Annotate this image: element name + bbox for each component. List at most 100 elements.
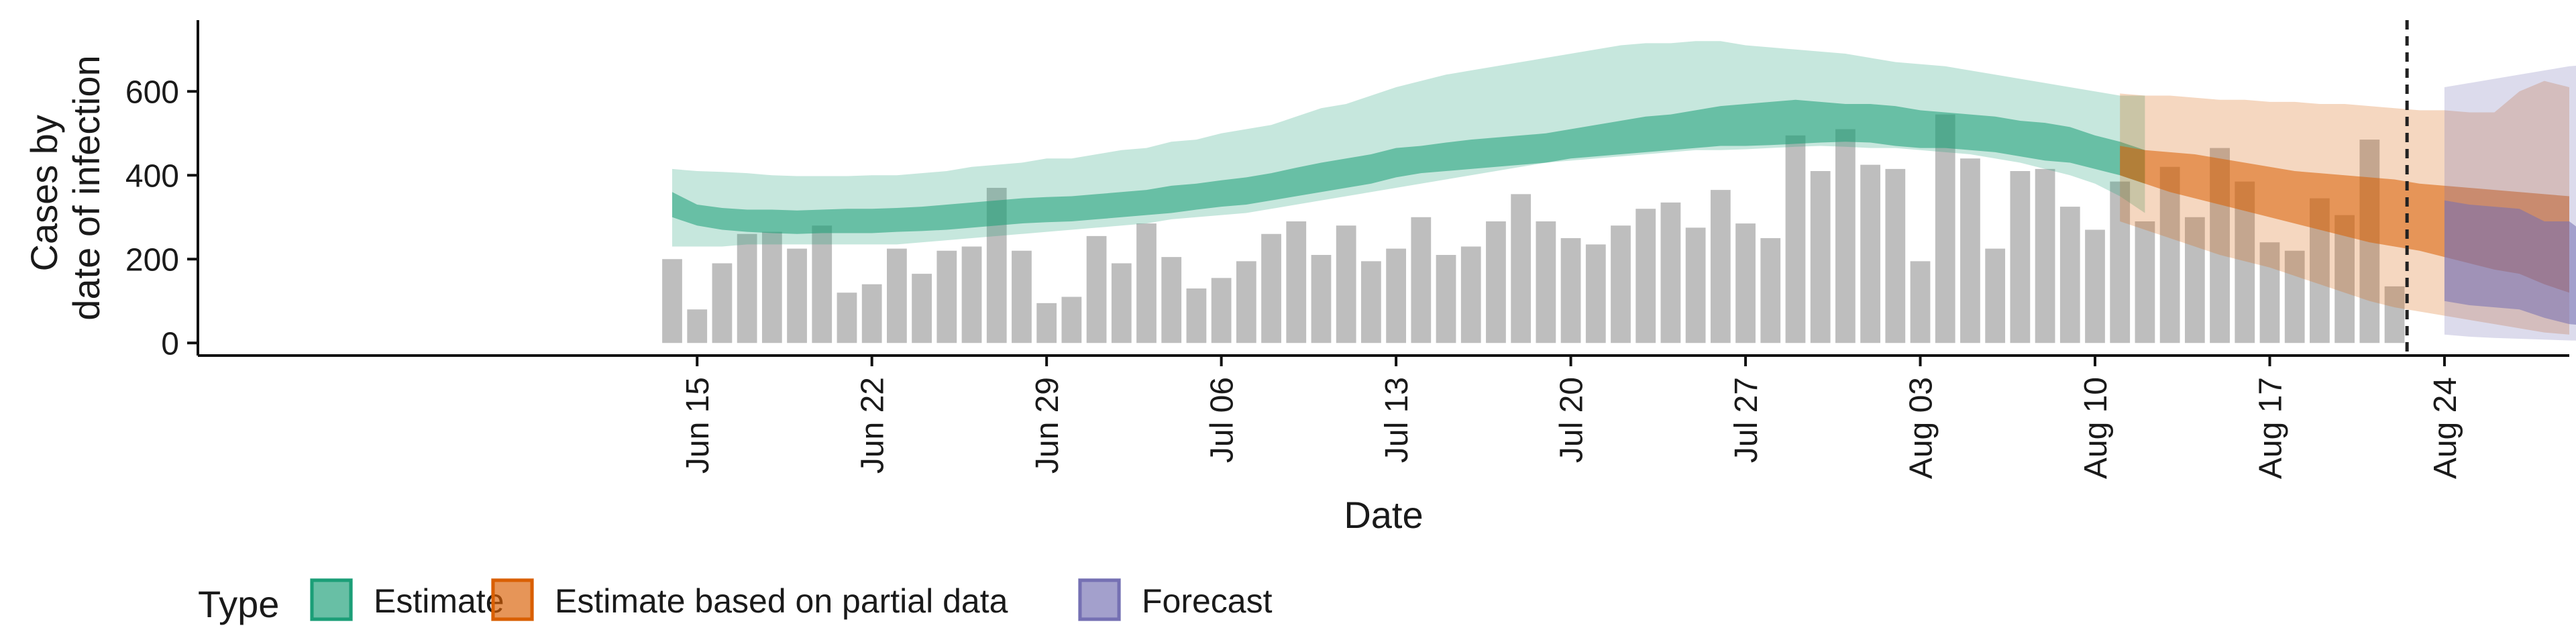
case-bar	[1236, 261, 1256, 343]
legend-key-swatch	[1078, 578, 1121, 621]
case-bar	[1560, 238, 1581, 343]
case-bar	[1935, 114, 1955, 343]
case-bar	[1536, 221, 1556, 343]
x-tick-label: Jul 20	[1554, 377, 1590, 463]
legend-items: Estimate Estimate based on partial data Fo…	[310, 578, 1273, 621]
case-bar	[1760, 238, 1781, 343]
case-bar	[1835, 129, 1856, 343]
case-bar	[1685, 227, 1706, 343]
case-bar	[2135, 221, 2155, 343]
case-bar	[861, 284, 882, 343]
case-bar	[1111, 263, 1132, 343]
legend-label: Estimate based on partial data	[555, 582, 1008, 620]
case-bar	[812, 225, 833, 343]
case-bar	[1136, 223, 1157, 343]
case-bar	[1436, 255, 1456, 343]
case-bar	[2010, 171, 2031, 343]
case-bar	[1635, 209, 1656, 343]
legend-key	[310, 578, 353, 621]
case-bar	[912, 274, 932, 343]
case-bar	[1411, 217, 1432, 343]
x-tick-label: Jul 06	[1205, 377, 1240, 463]
legend-key	[1078, 578, 1121, 621]
legend-key-swatch	[310, 578, 353, 621]
y-axis-title: Cases by date of infection	[23, 55, 107, 320]
case-bar	[787, 248, 807, 343]
case-bar	[1311, 255, 1332, 343]
case-bar	[712, 263, 733, 343]
case-bar	[1336, 225, 1356, 343]
case-bar	[1211, 278, 1232, 343]
x-tick-label: Jun 15	[680, 377, 716, 474]
x-tick-label: Aug 17	[2253, 377, 2288, 479]
x-ticks: Jun 15 Jun 22 Jun 29 Jul 06 Jul 13 Jul 20 Jul …	[680, 356, 2463, 479]
case-bar	[2159, 166, 2180, 343]
case-bar	[2110, 181, 2131, 343]
y-tick-label: 0	[161, 326, 179, 362]
case-bar	[1810, 171, 1831, 343]
estimate-outer-band	[672, 41, 2145, 247]
case-bar	[2184, 217, 2205, 343]
case-bar	[1386, 248, 1406, 343]
legend-key	[491, 578, 534, 621]
axes-layer	[197, 20, 2569, 357]
case-bar	[1460, 246, 1481, 343]
legend: Type Estimate Estimate based on partial d…	[198, 578, 1273, 625]
case-bar	[936, 250, 957, 343]
case-bar	[1186, 288, 1207, 343]
forecast-inner-band	[2444, 200, 2576, 325]
y-axis-title-line-2: date of infection	[65, 55, 107, 320]
case-bar	[2284, 250, 2305, 343]
case-bar	[1036, 303, 1057, 343]
case-bar	[737, 233, 757, 343]
case-bar	[1012, 250, 1032, 343]
case-bar	[2035, 168, 2055, 343]
case-bar	[1086, 235, 1107, 343]
case-bar	[1061, 297, 1082, 343]
case-bar	[687, 309, 708, 343]
legend-title: Type	[198, 583, 279, 625]
case-bar	[1860, 164, 1880, 343]
case-bar	[1710, 190, 1731, 343]
x-tick-label: Aug 03	[1904, 377, 1939, 479]
case-bar	[1660, 202, 1681, 343]
case-bar	[2384, 286, 2405, 343]
x-tick-label: Jul 13	[1379, 377, 1415, 463]
case-bar	[1511, 194, 1532, 343]
x-tick-label: Jul 27	[1729, 377, 1764, 463]
y-tick-label: 200	[125, 242, 179, 278]
case-bar	[837, 292, 857, 343]
case-bar	[1261, 233, 1281, 343]
case-bar	[1885, 168, 1906, 343]
y-ticks: 0 200 400 600	[125, 74, 198, 362]
case-bar	[1585, 244, 1606, 343]
legend-key-swatch	[491, 578, 534, 621]
case-bar	[1985, 248, 2006, 343]
x-tick-label: Aug 10	[2078, 377, 2114, 479]
y-tick-label: 600	[125, 74, 179, 110]
case-bar	[961, 246, 982, 343]
x-tick-label: Jun 29	[1030, 377, 1065, 474]
case-bar	[2259, 242, 2280, 343]
case-bar	[1161, 257, 1182, 343]
case-bar	[761, 231, 782, 343]
case-bar	[887, 248, 907, 343]
case-bar	[1785, 135, 1806, 343]
case-bar	[1361, 261, 1381, 343]
case-bar	[662, 259, 682, 343]
case-bar	[1735, 223, 1756, 343]
case-bar	[1486, 221, 1506, 343]
x-tick-label: Jun 22	[855, 377, 891, 474]
case-bar	[1910, 261, 1931, 343]
bars-layer	[662, 114, 2405, 343]
case-bar	[1960, 158, 1980, 343]
case-bar	[1286, 221, 1307, 343]
case-bar	[1611, 225, 1631, 343]
estimate-inner-band	[672, 99, 2145, 234]
x-tick-label: Aug 24	[2428, 377, 2463, 479]
x-axis-title: Date	[1344, 494, 1423, 536]
legend-label: Estimate	[374, 582, 504, 620]
case-bar	[2085, 229, 2105, 343]
y-axis-title-line-1: Cases by	[23, 115, 65, 271]
